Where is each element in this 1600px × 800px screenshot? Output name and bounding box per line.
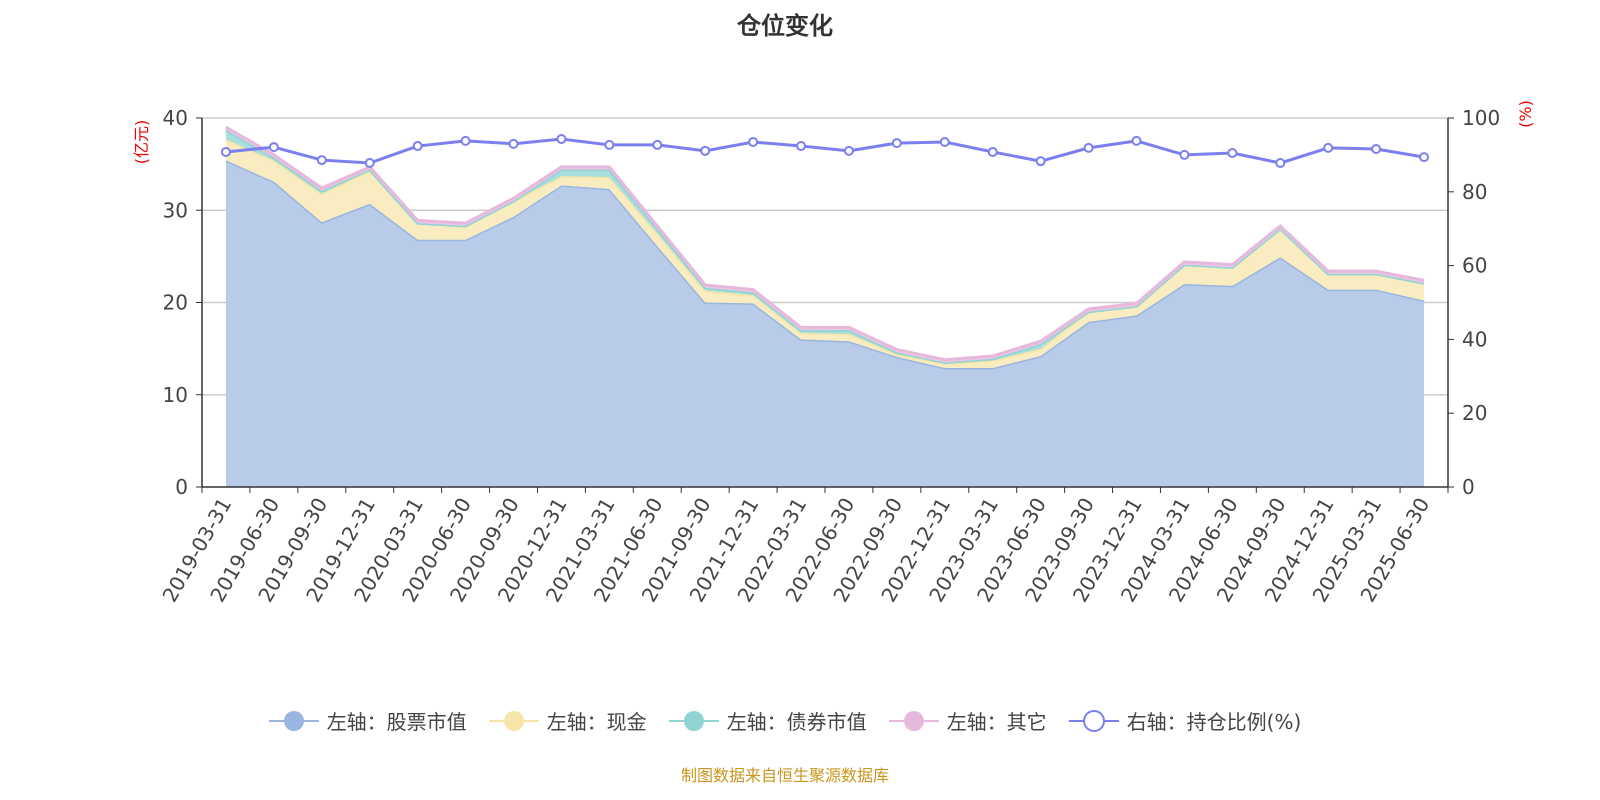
legend-item[interactable]: 右轴：持仓比例(%) bbox=[1068, 706, 1302, 735]
ratio-point bbox=[987, 146, 998, 157]
left-tick-label: 30 bbox=[163, 198, 188, 222]
ratio-point bbox=[220, 146, 231, 157]
legend-marker-icon bbox=[888, 710, 939, 731]
ratio-point bbox=[843, 145, 854, 156]
legend-marker-icon bbox=[488, 710, 539, 731]
right-tick-label: 20 bbox=[1462, 401, 1487, 425]
legend-item[interactable]: 左轴：股票市值 bbox=[268, 706, 467, 735]
ratio-point bbox=[268, 142, 279, 153]
right-tick-label: 0 bbox=[1462, 475, 1475, 499]
legend-label: 左轴：现金 bbox=[546, 710, 647, 734]
ratio-point bbox=[508, 138, 519, 149]
chart-svg: 010203040020406080100(亿元)(%)2019-03-3120… bbox=[132, 100, 1535, 606]
right-tick-label: 100 bbox=[1462, 106, 1500, 130]
ratio-point bbox=[364, 158, 375, 169]
right-tick-label: 60 bbox=[1462, 254, 1487, 278]
legend-item[interactable]: 左轴：债券市值 bbox=[668, 706, 867, 735]
left-tick-label: 20 bbox=[163, 291, 188, 315]
ratio-point bbox=[1179, 149, 1190, 160]
ratio-line bbox=[225, 137, 1425, 165]
left-tick-label: 0 bbox=[175, 475, 188, 499]
legend-label: 左轴：股票市值 bbox=[326, 710, 467, 734]
ratio-point bbox=[1275, 158, 1286, 169]
ratio-point bbox=[1035, 156, 1046, 167]
left-axis-label: (亿元) bbox=[132, 120, 151, 165]
area-line-series-3 bbox=[225, 125, 1425, 362]
legend-label: 左轴：其它 bbox=[946, 710, 1047, 734]
legend: 左轴：股票市值 左轴：现金 左轴：债券市值 左轴：其它 右轴：持仓比例(%) bbox=[0, 706, 1570, 735]
right-tick-label: 80 bbox=[1462, 180, 1487, 204]
legend-marker-icon bbox=[668, 710, 719, 731]
chart-title: 仓位变化 bbox=[737, 12, 833, 40]
ratio-point bbox=[412, 141, 423, 152]
ratio-point bbox=[1323, 142, 1334, 153]
ratio-point bbox=[1227, 148, 1238, 159]
ratio-point bbox=[748, 136, 759, 147]
footer-source: 制图数据来自恒生聚源数据库 bbox=[680, 766, 889, 785]
area-series-0 bbox=[225, 160, 1425, 487]
ratio-point bbox=[1131, 135, 1142, 146]
ratio-point bbox=[891, 138, 902, 149]
ratio-point bbox=[556, 134, 567, 145]
ratio-point bbox=[1419, 152, 1430, 163]
ratio-point bbox=[700, 145, 711, 156]
legend-label: 右轴：持仓比例(%) bbox=[1126, 710, 1302, 734]
right-axis-label: (%) bbox=[1516, 100, 1535, 128]
ratio-point bbox=[604, 139, 615, 150]
ratio-point bbox=[652, 139, 663, 150]
ratio-point bbox=[316, 155, 327, 166]
ratio-point bbox=[796, 141, 807, 152]
ratio-point bbox=[1371, 143, 1382, 154]
right-tick-label: 40 bbox=[1462, 327, 1487, 351]
ratio-point bbox=[1083, 142, 1094, 153]
left-tick-label: 10 bbox=[163, 383, 188, 407]
legend-item[interactable]: 左轴：现金 bbox=[488, 706, 647, 735]
legend-marker-icon bbox=[268, 710, 319, 731]
ratio-point bbox=[939, 136, 950, 147]
left-tick-label: 40 bbox=[163, 106, 188, 130]
ratio-point bbox=[460, 135, 471, 146]
legend-item[interactable]: 左轴：其它 bbox=[888, 706, 1047, 735]
legend-marker-icon bbox=[1068, 709, 1119, 732]
legend-label: 左轴：债券市值 bbox=[726, 710, 867, 734]
